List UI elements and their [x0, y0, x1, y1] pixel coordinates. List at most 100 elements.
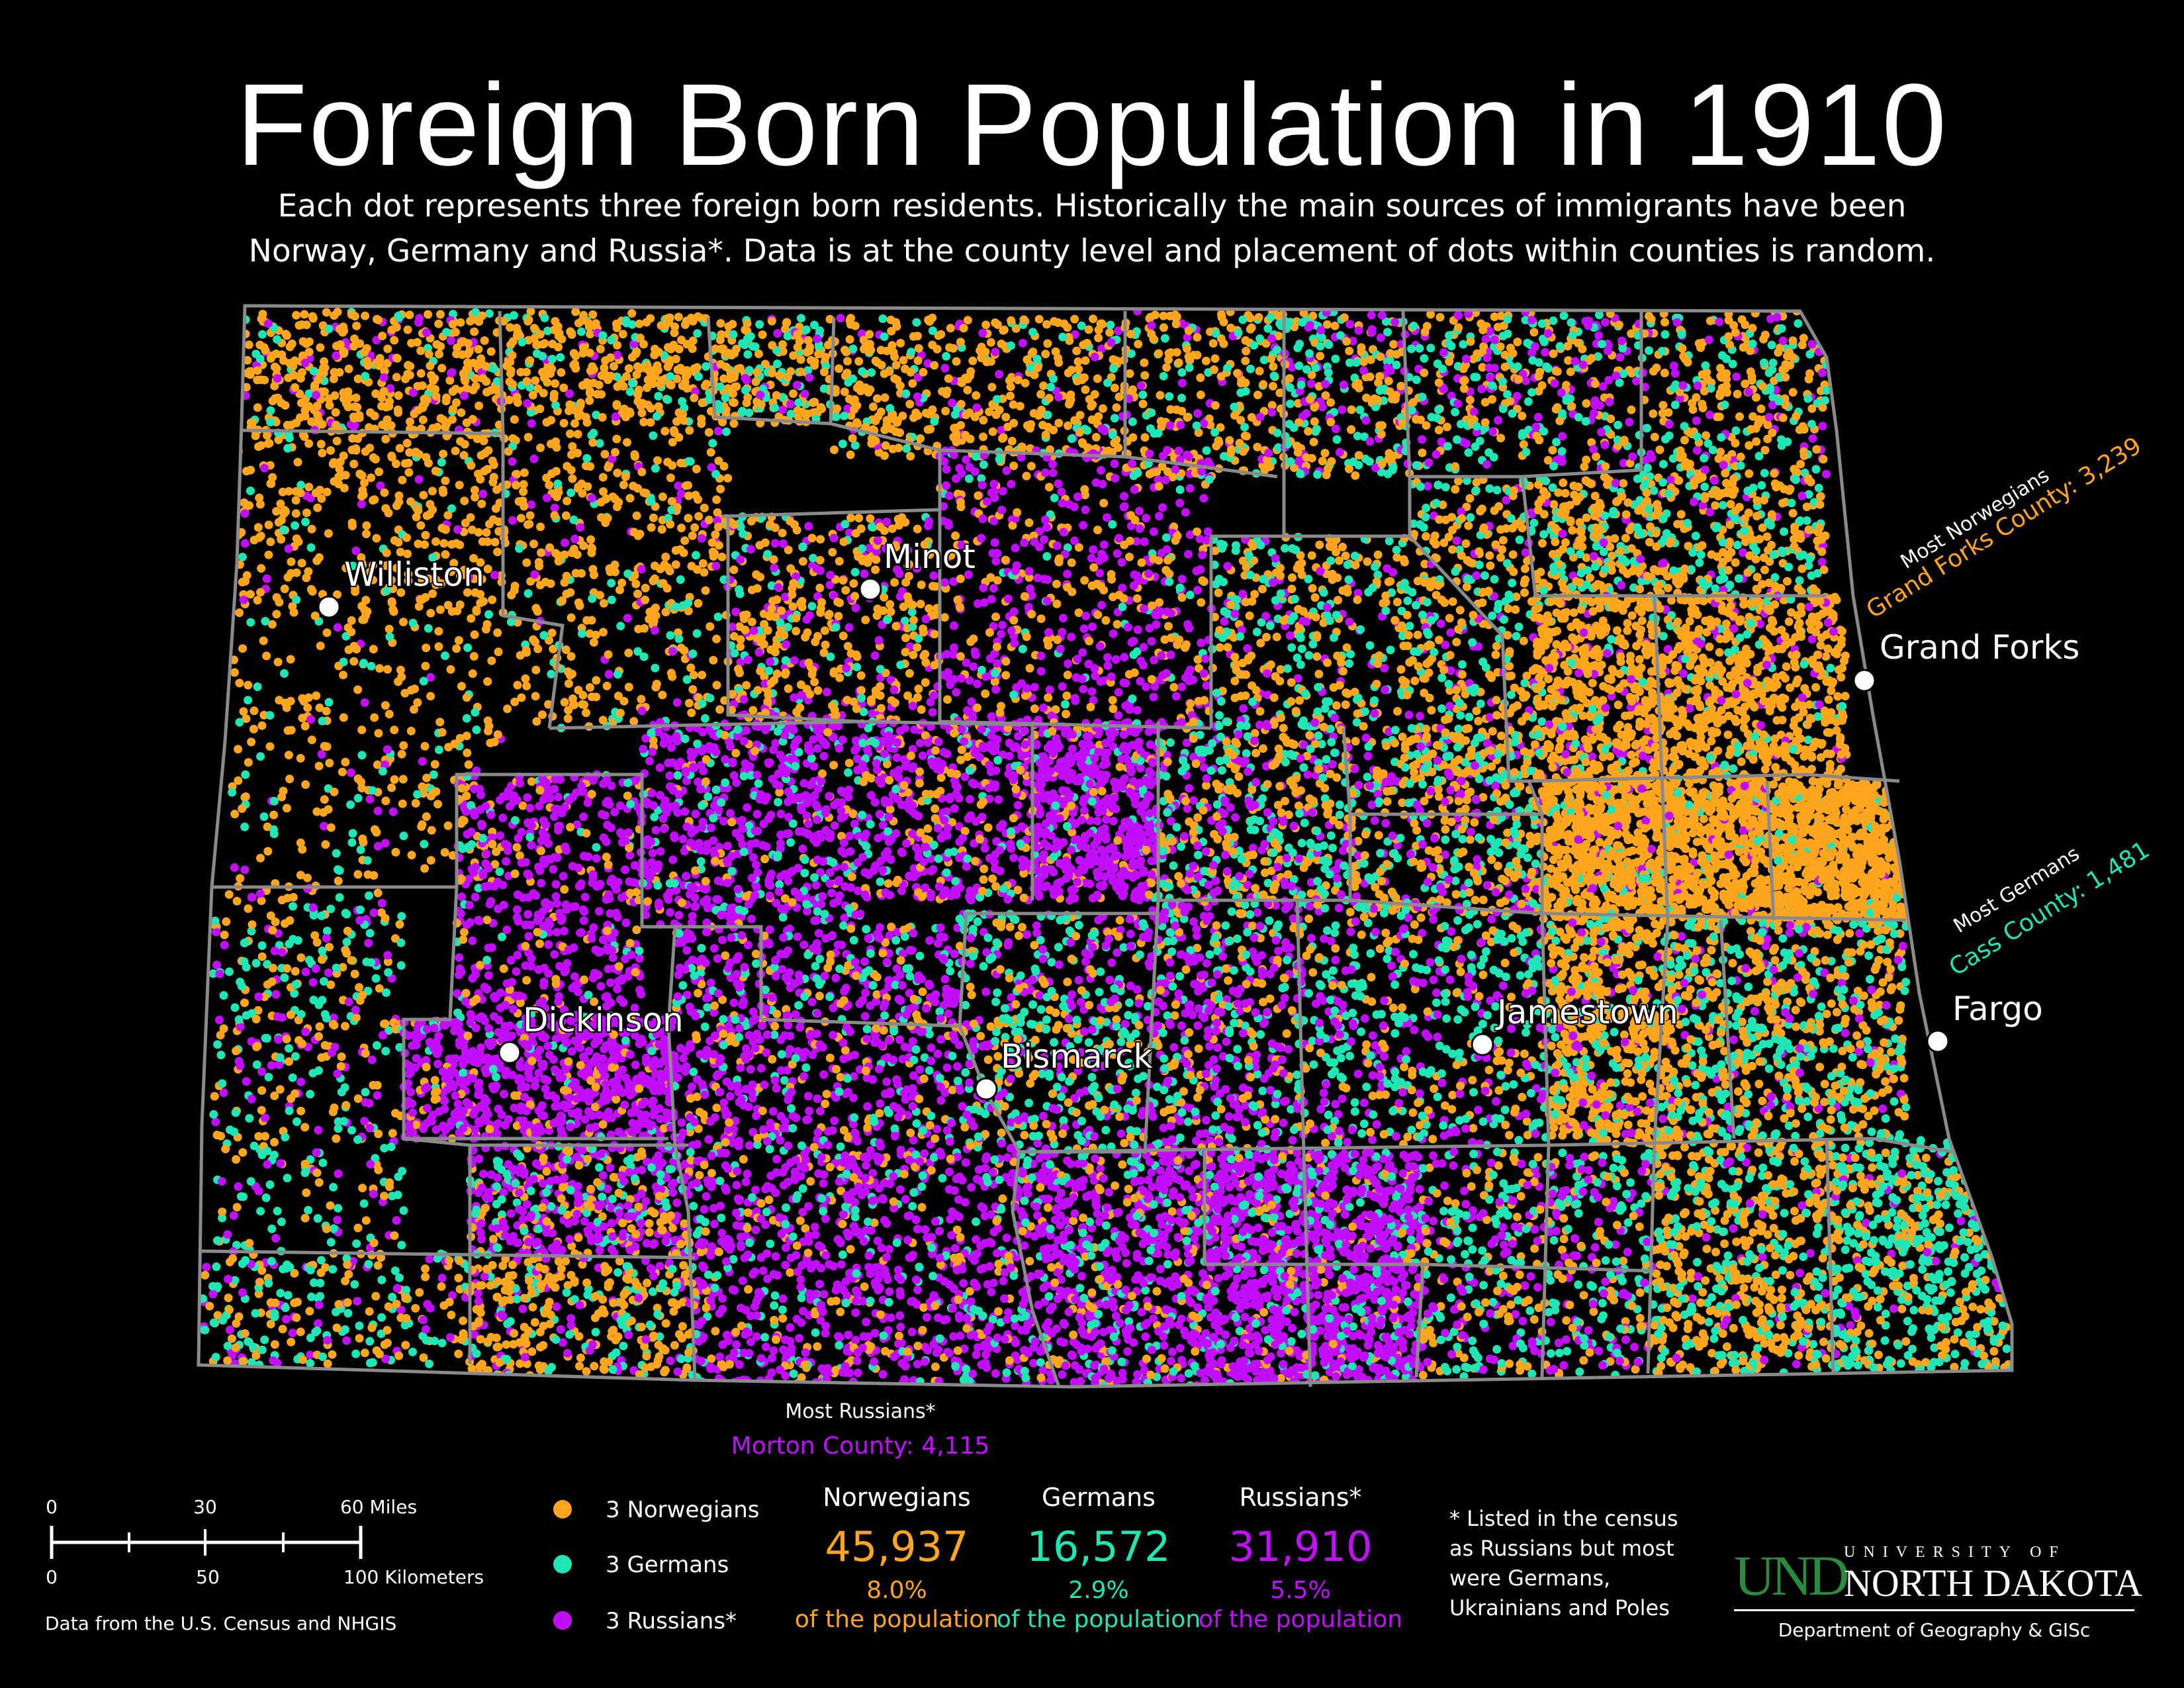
population-dot: [443, 510, 453, 520]
population-dot: [1774, 397, 1784, 406]
population-dot: [913, 524, 922, 534]
population-dot: [612, 319, 621, 328]
population-dot: [352, 321, 361, 330]
population-dot: [1271, 596, 1280, 605]
population-dot: [413, 338, 422, 347]
population-dot: [1324, 368, 1333, 377]
population-dot: [854, 357, 864, 366]
population-dot: [950, 621, 958, 630]
population-dot: [1320, 449, 1330, 457]
population-dot: [784, 684, 793, 693]
population-dot: [674, 344, 684, 353]
population-dot: [1342, 585, 1351, 593]
population-dot: [1717, 433, 1726, 442]
population-dot: [377, 402, 387, 410]
population-dot: [378, 420, 387, 430]
population-dot: [1026, 584, 1034, 593]
population-dot: [1558, 409, 1567, 418]
population-dot: [613, 469, 622, 477]
population-dot: [347, 518, 357, 528]
population-dot: [1048, 459, 1057, 469]
population-dot: [1083, 338, 1091, 348]
population-dot: [379, 373, 388, 382]
population-dot: [280, 585, 289, 593]
population-dot: [283, 444, 293, 453]
population-dot: [1512, 632, 1521, 641]
population-dot: [850, 567, 860, 577]
population-dot: [1279, 724, 1288, 733]
population-dot: [1054, 418, 1064, 428]
population-dot: [688, 336, 698, 346]
population-dot: [1619, 438, 1629, 447]
population-dot: [1371, 562, 1379, 571]
population-dot: [1103, 661, 1113, 671]
population-dot: [1311, 612, 1320, 622]
population-dot: [944, 374, 953, 383]
population-dot: [1617, 336, 1627, 346]
population-dot: [821, 353, 830, 361]
population-dot: [240, 498, 249, 507]
population-dot: [1702, 431, 1711, 440]
population-dot: [1370, 696, 1379, 705]
population-dot: [582, 453, 592, 463]
population-dot: [986, 338, 995, 347]
population-dot: [1158, 671, 1167, 680]
population-dot: [1044, 483, 1054, 492]
population-dot: [1539, 338, 1549, 347]
population-dot: [698, 671, 707, 680]
population-dot: [284, 544, 293, 553]
population-dot: [273, 335, 282, 344]
population-dot: [419, 491, 428, 500]
population-dot: [1017, 442, 1026, 451]
population-dot: [1081, 612, 1091, 620]
population-dot: [384, 508, 393, 518]
population-dot: [913, 411, 923, 420]
population-dot: [418, 415, 428, 424]
population-dot: [607, 579, 616, 588]
population-dot: [1201, 356, 1210, 365]
population-dot: [258, 310, 267, 318]
population-dot: [881, 441, 890, 450]
population-dot: [292, 534, 301, 543]
population-dot: [704, 428, 713, 437]
population-dot: [1165, 311, 1175, 320]
population-dot: [621, 472, 630, 481]
population-dot: [255, 500, 265, 509]
population-dot: [414, 449, 424, 459]
population-dot: [460, 374, 469, 383]
population-dot: [289, 608, 298, 617]
population-dot: [1161, 565, 1171, 575]
population-dot: [1083, 426, 1092, 435]
population-dot: [264, 520, 273, 530]
population-dot: [1250, 341, 1259, 350]
population-dot: [612, 434, 621, 444]
population-dot: [972, 403, 981, 412]
population-dot: [716, 359, 725, 369]
population-dot: [956, 652, 965, 661]
population-dot: [1725, 340, 1734, 350]
population-dot: [697, 419, 706, 428]
population-dot: [1313, 470, 1322, 479]
population-dot: [878, 314, 887, 323]
population-dot: [1079, 624, 1089, 633]
population-dot: [1336, 331, 1345, 340]
population-dot: [546, 579, 555, 588]
population-dot: [671, 602, 680, 611]
population-dot: [1324, 340, 1334, 350]
population-dot: [876, 704, 886, 713]
population-dot: [1034, 314, 1044, 324]
population-dot: [403, 325, 412, 334]
population-dot: [624, 682, 633, 692]
population-dot: [1330, 321, 1340, 330]
population-dot: [589, 365, 598, 374]
population-dot: [1022, 632, 1031, 641]
population-dot: [1522, 447, 1531, 457]
population-dot: [304, 483, 314, 492]
population-dot: [1306, 379, 1316, 389]
population-dot: [1388, 568, 1398, 577]
population-dot: [1244, 653, 1253, 663]
population-dot: [611, 447, 619, 457]
population-dot: [1708, 445, 1717, 455]
population-dot: [1027, 610, 1036, 619]
population-dot: [1376, 333, 1385, 342]
